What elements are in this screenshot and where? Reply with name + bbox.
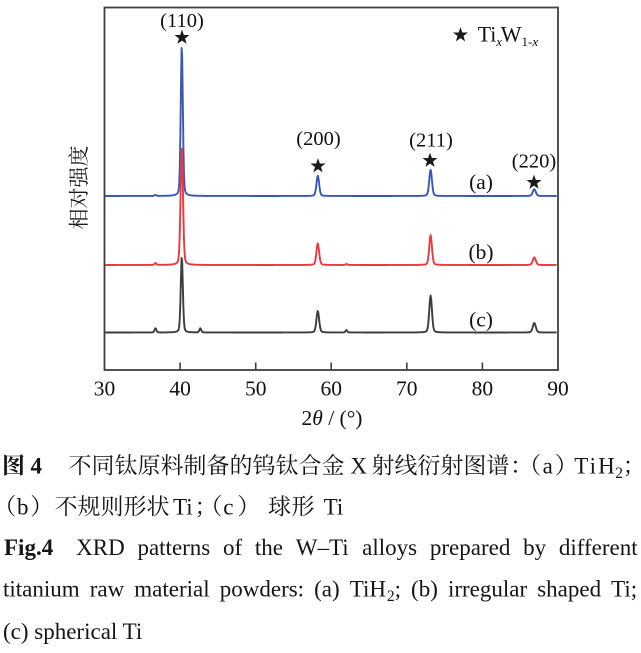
svg-text:(c) spherical Ti: (c) spherical Ti <box>3 619 142 644</box>
svg-text:50: 50 <box>245 377 267 401</box>
svg-text:alloys: alloys <box>362 535 417 560</box>
svg-text:powders:: powders: <box>220 577 304 602</box>
svg-text:of: of <box>223 535 243 560</box>
svg-text:TixW1-x: TixW1-x <box>478 22 539 50</box>
svg-text:by: by <box>523 535 547 560</box>
svg-text:90: 90 <box>547 377 569 401</box>
svg-text:c: c <box>223 495 233 520</box>
svg-text:TiH: TiH <box>574 454 615 479</box>
svg-text:XRD: XRD <box>76 535 125 560</box>
svg-text:irregular: irregular <box>448 577 528 602</box>
svg-text:2: 2 <box>615 465 623 482</box>
svg-text:(b): (b) <box>468 240 493 264</box>
svg-text:(211): (211) <box>409 130 453 152</box>
svg-text:a: a <box>543 454 553 479</box>
svg-text:(a): (a) <box>314 577 340 602</box>
svg-text:80: 80 <box>472 377 494 401</box>
svg-text:Ti;: Ti; <box>611 577 637 602</box>
svg-text:30: 30 <box>94 377 116 401</box>
svg-text:(b): (b) <box>411 577 438 602</box>
svg-text:X: X <box>350 454 367 479</box>
svg-text:Ti: Ti <box>173 495 193 520</box>
svg-text:70: 70 <box>396 377 418 401</box>
svg-text:W–Ti: W–Ti <box>296 535 349 560</box>
svg-text:raw: raw <box>90 577 125 602</box>
svg-text:(c): (c) <box>469 308 493 332</box>
svg-text:material: material <box>134 577 209 602</box>
svg-text:(200): (200) <box>296 128 340 150</box>
svg-text:shaped: shaped <box>537 577 601 602</box>
svg-text:different: different <box>559 535 638 560</box>
svg-text:prepared: prepared <box>430 535 511 560</box>
svg-text:(a): (a) <box>469 170 493 194</box>
svg-text:patterns: patterns <box>137 535 210 560</box>
svg-text:TiH: TiH <box>350 577 386 602</box>
svg-text:40: 40 <box>169 377 191 401</box>
svg-text:;: ; <box>395 577 401 602</box>
svg-text:4: 4 <box>31 454 43 479</box>
svg-text:2: 2 <box>387 588 395 605</box>
svg-text:2θ / (°): 2θ / (°) <box>302 406 363 430</box>
svg-text:60: 60 <box>320 377 342 401</box>
svg-text:Fig.4: Fig.4 <box>4 535 54 560</box>
svg-text:titanium: titanium <box>3 577 80 602</box>
svg-text:b: b <box>17 495 29 520</box>
svg-text:(220): (220) <box>512 151 556 173</box>
svg-text:the: the <box>255 535 283 560</box>
svg-text:Ti: Ti <box>324 495 344 520</box>
svg-text:(110): (110) <box>160 10 204 32</box>
